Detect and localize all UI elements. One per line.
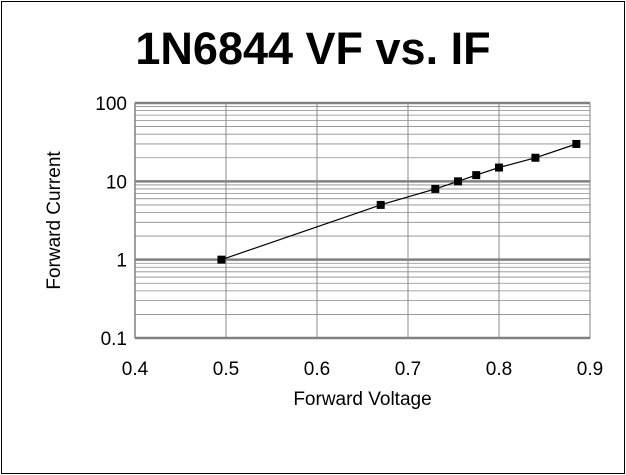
- x-tick-label: 0.8: [486, 359, 512, 380]
- x-tick-label: 0.4: [122, 359, 149, 380]
- y-tick-label: 1: [116, 251, 127, 272]
- data-point: [217, 255, 226, 264]
- data-point: [572, 139, 581, 148]
- x-tick-label: 0.5: [213, 359, 239, 380]
- data-point: [454, 177, 463, 186]
- y-tick-label: 10: [106, 172, 127, 193]
- data-point: [531, 153, 540, 162]
- data-point: [495, 163, 503, 172]
- data-point: [472, 171, 481, 180]
- x-tick-label: 0.7: [395, 359, 421, 380]
- grid: [134, 101, 591, 340]
- x-axis-label: Forward Voltage: [293, 389, 431, 410]
- chart-title: 1N6844 VF vs. IF: [135, 23, 490, 74]
- tick-labels: 0.4 0.5 0.6 0.7 0.8 0.9 0.1 1 10 100: [95, 94, 603, 380]
- data-point: [376, 200, 385, 209]
- x-tick-label: 0.6: [304, 359, 330, 380]
- data-point: [431, 184, 440, 193]
- plot-area: [134, 102, 591, 339]
- y-tick-label: 100: [95, 94, 127, 115]
- y-axis-label: Forward Current: [44, 151, 65, 290]
- x-tick-label: 0.9: [577, 359, 603, 380]
- series-line: [221, 143, 577, 261]
- y-tick-label: 0.1: [101, 329, 127, 350]
- data-series: [217, 139, 581, 264]
